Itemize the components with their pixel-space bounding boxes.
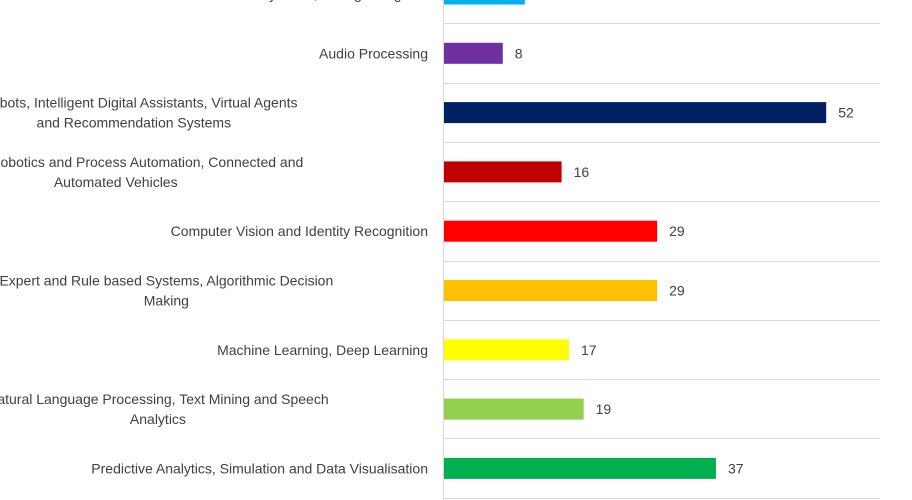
gridlines [443, 23, 880, 499]
bar [444, 457, 716, 479]
data-label: 29 [669, 223, 685, 239]
bar [444, 280, 658, 301]
data-label: 16 [574, 164, 590, 180]
category-label: Machine Learning, Deep Learning [217, 342, 428, 358]
category-label: Cognitive Robotics and Process Automatio… [0, 154, 303, 190]
bar [444, 398, 584, 420]
bar [444, 102, 827, 124]
category-label: Computer Vision and Identity Recognition [171, 223, 428, 239]
bar [444, 0, 525, 5]
category-label: Predictive Analytics, Simulation and Dat… [91, 460, 428, 476]
data-label: 8 [515, 45, 523, 61]
data-label: 37 [728, 460, 744, 476]
category-label: Chatbots, Intelligent Digital Assistants… [0, 95, 298, 131]
data-label: 17 [581, 342, 597, 358]
bar [444, 161, 562, 183]
data-label: 29 [669, 283, 685, 299]
category-label: Autonomous Systems, Intelligent Agents [177, 0, 428, 2]
bar [444, 339, 569, 361]
value-labels: 11 8 52 16 29 29 17 19 37 [515, 0, 854, 476]
data-label: 19 [596, 401, 612, 417]
category-label: Expert and Rule based Systems, Algorithm… [0, 273, 333, 309]
bar [444, 220, 658, 242]
data-label: 52 [838, 105, 854, 121]
category-labels: Autonomous Systems, Intelligent Agents Au… [0, 0, 428, 476]
bars-group [444, 0, 827, 479]
bar [444, 42, 503, 64]
data-label: 11 [537, 0, 552, 2]
category-label: Natural Language Processing, Text Mining… [0, 391, 329, 427]
category-label: Audio Processing [319, 45, 428, 61]
